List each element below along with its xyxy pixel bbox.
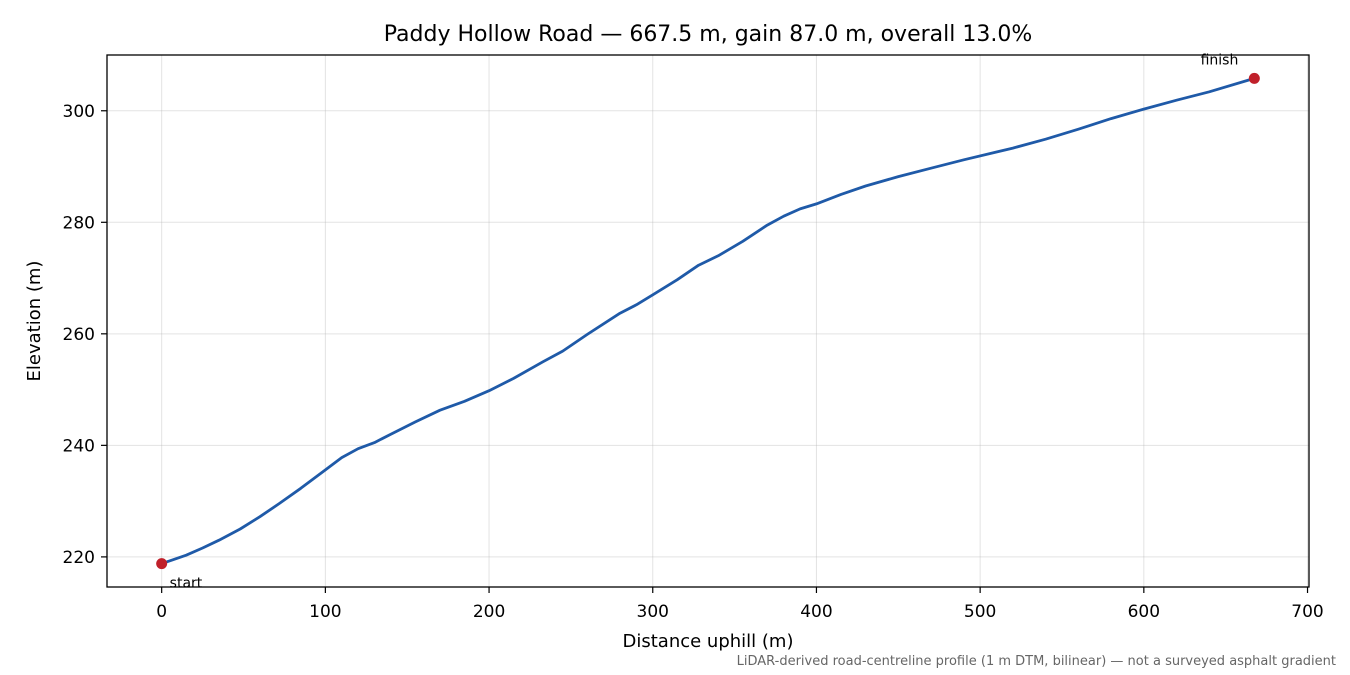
x-tick-label: 100 [309,602,341,622]
y-tick-label: 240 [63,436,95,456]
finish-marker [1248,72,1260,84]
x-grid-lines [161,55,1309,587]
x-tick-label: 400 [800,602,832,622]
x-tick-label: 700 [1291,602,1323,622]
x-tick-label: 300 [637,602,669,622]
x-axis-ticks: 0 100 200 300 400 500 600 700 [156,587,1324,622]
y-tick-label: 300 [63,102,95,122]
x-tick-label: 0 [156,602,167,622]
start-marker [156,558,168,570]
y-axis-ticks: 220 240 260 280 300 [63,102,107,568]
start-annotation: start [170,576,203,592]
y-tick-label: 260 [63,325,95,345]
x-tick-label: 200 [473,602,505,622]
y-tick-label: 280 [63,213,95,233]
footnote: LiDAR-derived road-centreline profile (1… [737,654,1336,669]
chart-title: Paddy Hollow Road — 667.5 m, gain 87.0 m… [384,22,1033,47]
x-tick-label: 500 [964,602,996,622]
y-axis-label: Elevation (m) [24,261,45,382]
plot-frame [106,54,1310,588]
elevation-profile-line [160,77,1256,565]
y-grid-lines [107,110,1309,558]
x-axis-label: Distance uphill (m) [623,631,794,652]
x-tick-label: 600 [1128,602,1160,622]
finish-annotation: finish [1201,52,1239,68]
y-tick-label: 220 [63,548,95,568]
